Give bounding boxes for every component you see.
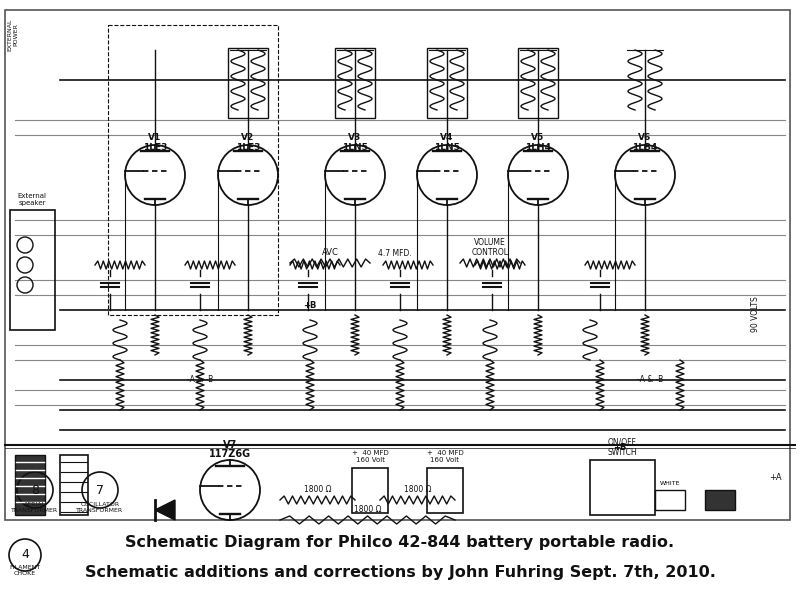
Text: BLACK: BLACK (710, 481, 730, 486)
Text: 4.7 MFD.: 4.7 MFD. (378, 249, 412, 258)
Text: +B: +B (614, 443, 626, 452)
Text: V7: V7 (223, 440, 237, 450)
Text: 1800 Ω: 1800 Ω (304, 485, 332, 494)
Text: 1LE3: 1LE3 (143, 142, 167, 151)
Text: -A & -B: -A & -B (187, 375, 213, 384)
Text: V1: V1 (148, 132, 162, 141)
Text: +  40 MFD
160 Volt: + 40 MFD 160 Volt (426, 450, 463, 463)
Bar (427, 468, 463, 513)
Bar (60, 455, 88, 515)
Text: 8: 8 (31, 483, 39, 496)
Text: 1LB4: 1LB4 (632, 142, 658, 151)
Polygon shape (155, 500, 175, 520)
Text: 4: 4 (21, 548, 29, 561)
Bar (655, 490, 685, 510)
Text: +  40 MFD
160 Volt: + 40 MFD 160 Volt (352, 450, 388, 463)
Bar (352, 468, 388, 513)
Text: VOLUME
CONTROL: VOLUME CONTROL (471, 238, 509, 257)
Text: FILAMENT
CHOKE: FILAMENT CHOKE (10, 565, 41, 576)
Bar (10, 210, 55, 330)
Bar (5, 10, 790, 520)
Text: External
speaker: External speaker (18, 193, 46, 206)
Text: ON/OFF
SWITCH: ON/OFF SWITCH (607, 437, 637, 457)
Text: 1LN5: 1LN5 (342, 142, 368, 151)
Text: V4: V4 (440, 132, 454, 141)
Bar (427, 48, 467, 118)
Bar (705, 490, 735, 510)
Text: EXTERNAL
POWER: EXTERNAL POWER (7, 18, 18, 51)
Bar (108, 25, 278, 315)
Text: V3: V3 (348, 132, 362, 141)
Bar (590, 460, 655, 515)
Bar (228, 48, 268, 118)
Text: V2: V2 (242, 132, 254, 141)
Text: 117Z6G: 117Z6G (209, 449, 251, 459)
Text: 1LH4: 1LH4 (525, 142, 551, 151)
Text: 1800 Ω: 1800 Ω (354, 505, 382, 514)
Text: AERIAL
TRANSFORMER: AERIAL TRANSFORMER (11, 502, 58, 513)
Text: -A & -B: -A & -B (637, 375, 663, 384)
Text: V5: V5 (531, 132, 545, 141)
Text: 1800 Ω: 1800 Ω (404, 485, 432, 494)
Text: 7: 7 (96, 483, 104, 496)
Text: V6: V6 (638, 132, 652, 141)
Text: Schematic Diagram for Philco 42-844 battery portable radio.: Schematic Diagram for Philco 42-844 batt… (126, 535, 674, 550)
Text: OSCILLATOR
TRANSFORMER: OSCILLATOR TRANSFORMER (77, 502, 123, 513)
Text: 1LE3: 1LE3 (236, 142, 260, 151)
Text: AVC: AVC (322, 248, 338, 257)
Text: Schematic additions and corrections by John Fuhring Sept. 7th, 2010.: Schematic additions and corrections by J… (85, 564, 715, 579)
Text: 90 VOLTS: 90 VOLTS (751, 296, 761, 332)
Text: 1LN5: 1LN5 (434, 142, 460, 151)
Bar (15, 455, 45, 515)
Text: +B: +B (303, 301, 317, 310)
Bar (335, 48, 375, 118)
Text: WHITE: WHITE (660, 481, 680, 486)
Text: +A: +A (769, 473, 782, 482)
Bar (518, 48, 558, 118)
